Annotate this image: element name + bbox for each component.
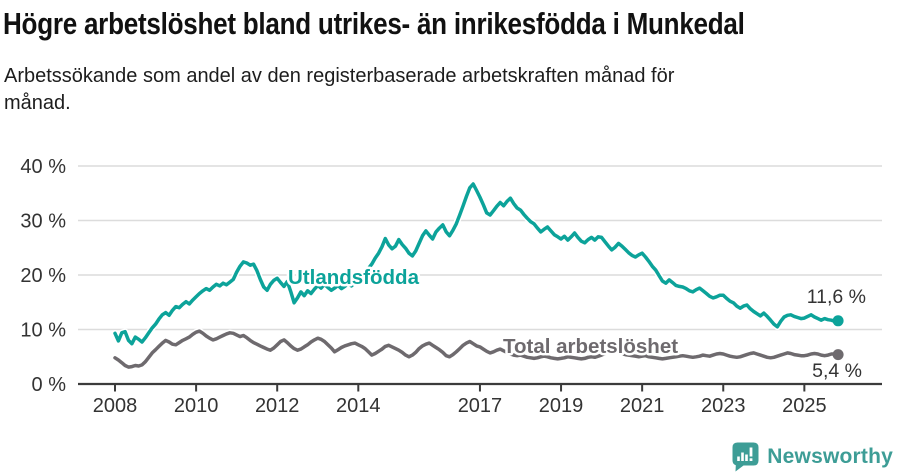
y-axis-tick-label-0: 0 % <box>32 374 67 396</box>
y-axis-tick-label-40: 40 % <box>20 156 66 178</box>
x-axis-tick-label-2021: 2021 <box>620 395 665 417</box>
x-axis-tick-label-2012: 2012 <box>255 395 300 417</box>
x-axis-tick-label-2023: 2023 <box>701 395 746 417</box>
series-total-arbetsloshet-end-dot <box>832 349 844 361</box>
x-axis-tick-label-2017: 2017 <box>458 395 503 417</box>
series-utlandsfodda-halo <box>111 180 842 347</box>
series-total-arbetsloshet-label: Total arbetslöshet <box>503 335 678 358</box>
newsworthy-logo: Newsworthy <box>731 441 893 472</box>
y-axis-tick-label-10: 10 % <box>20 320 66 342</box>
chart-subtitle: Arbetssökande som andel av den registerb… <box>4 63 674 117</box>
series-utlandsfodda-end-dot <box>832 315 844 327</box>
series-total-arbetsloshet-end-value-label: 5,4 % <box>812 360 862 382</box>
y-axis-tick-label-30: 30 % <box>20 211 66 233</box>
x-axis-tick-label-2019: 2019 <box>539 395 584 417</box>
x-axis-tick-label-2008: 2008 <box>93 395 138 417</box>
page-title: Högre arbetslöshet bland utrikes- än inr… <box>3 6 745 41</box>
speech-bubble-bar-chart-icon <box>732 442 759 472</box>
x-axis-tick-label-2010: 2010 <box>174 395 219 417</box>
subtitle-line-2: månad. <box>4 92 71 114</box>
brand-name: Newsworthy <box>767 444 893 468</box>
y-axis-tick-label-20: 20 % <box>20 265 66 287</box>
x-axis-tick-label-2025: 2025 <box>782 395 827 417</box>
series-utlandsfodda-line <box>113 182 840 346</box>
series-total-arbetsloshet-line <box>113 329 840 369</box>
series-utlandsfodda-label: Utlandsfödda <box>288 266 420 289</box>
subtitle-line-1: Arbetssökande som andel av den registerb… <box>4 65 675 87</box>
x-axis-tick-label-2014: 2014 <box>336 395 381 417</box>
series-utlandsfodda-end-value-label: 11,6 % <box>807 286 866 308</box>
